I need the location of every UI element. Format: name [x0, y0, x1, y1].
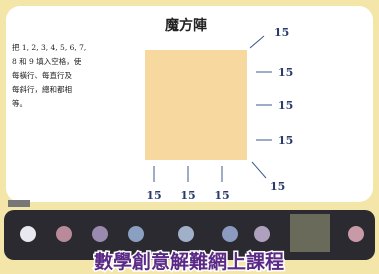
- control-button[interactable]: [56, 226, 72, 242]
- column-sum: 15: [146, 189, 161, 202]
- instruction-line: 把 1, 2, 3, 4, 5, 6, 7,: [12, 42, 86, 52]
- control-button[interactable]: [178, 226, 194, 242]
- page: {"slide": {"title": "魔方陣", "instruction_…: [0, 0, 379, 274]
- row-sum: 15: [278, 66, 293, 79]
- instruction-line: 每斜行，總和都相: [12, 84, 72, 94]
- video-thumbnail[interactable]: [290, 214, 330, 252]
- banner-text: 數學創意解難網上課程: [94, 250, 284, 273]
- instruction-line: 每橫行、每直行及: [12, 70, 72, 80]
- diagonal-sum: 15: [274, 26, 289, 39]
- control-button[interactable]: [92, 226, 108, 242]
- control-button[interactable]: [128, 226, 144, 242]
- column-sum: 15: [180, 189, 195, 202]
- status-badge: [8, 200, 30, 207]
- column-sum: 15: [214, 189, 229, 202]
- row-sum: 15: [278, 99, 293, 112]
- control-button[interactable]: [254, 226, 270, 242]
- magic-square: [145, 50, 247, 160]
- instruction-line: 8 和 9 填入空格，使: [12, 56, 82, 66]
- slide-title: 魔方陣: [165, 17, 207, 34]
- screen: 魔方陣 把 1, 2, 3, 4, 5, 6, 7, 8 和 9 填入空格，使每橫…: [0, 0, 379, 274]
- control-button[interactable]: [222, 226, 238, 242]
- row-sum: 15: [278, 134, 293, 147]
- diagonal-sum: 15: [270, 180, 285, 193]
- instruction-line: 等。: [12, 98, 27, 108]
- control-button[interactable]: [20, 226, 36, 242]
- control-button[interactable]: [348, 226, 364, 242]
